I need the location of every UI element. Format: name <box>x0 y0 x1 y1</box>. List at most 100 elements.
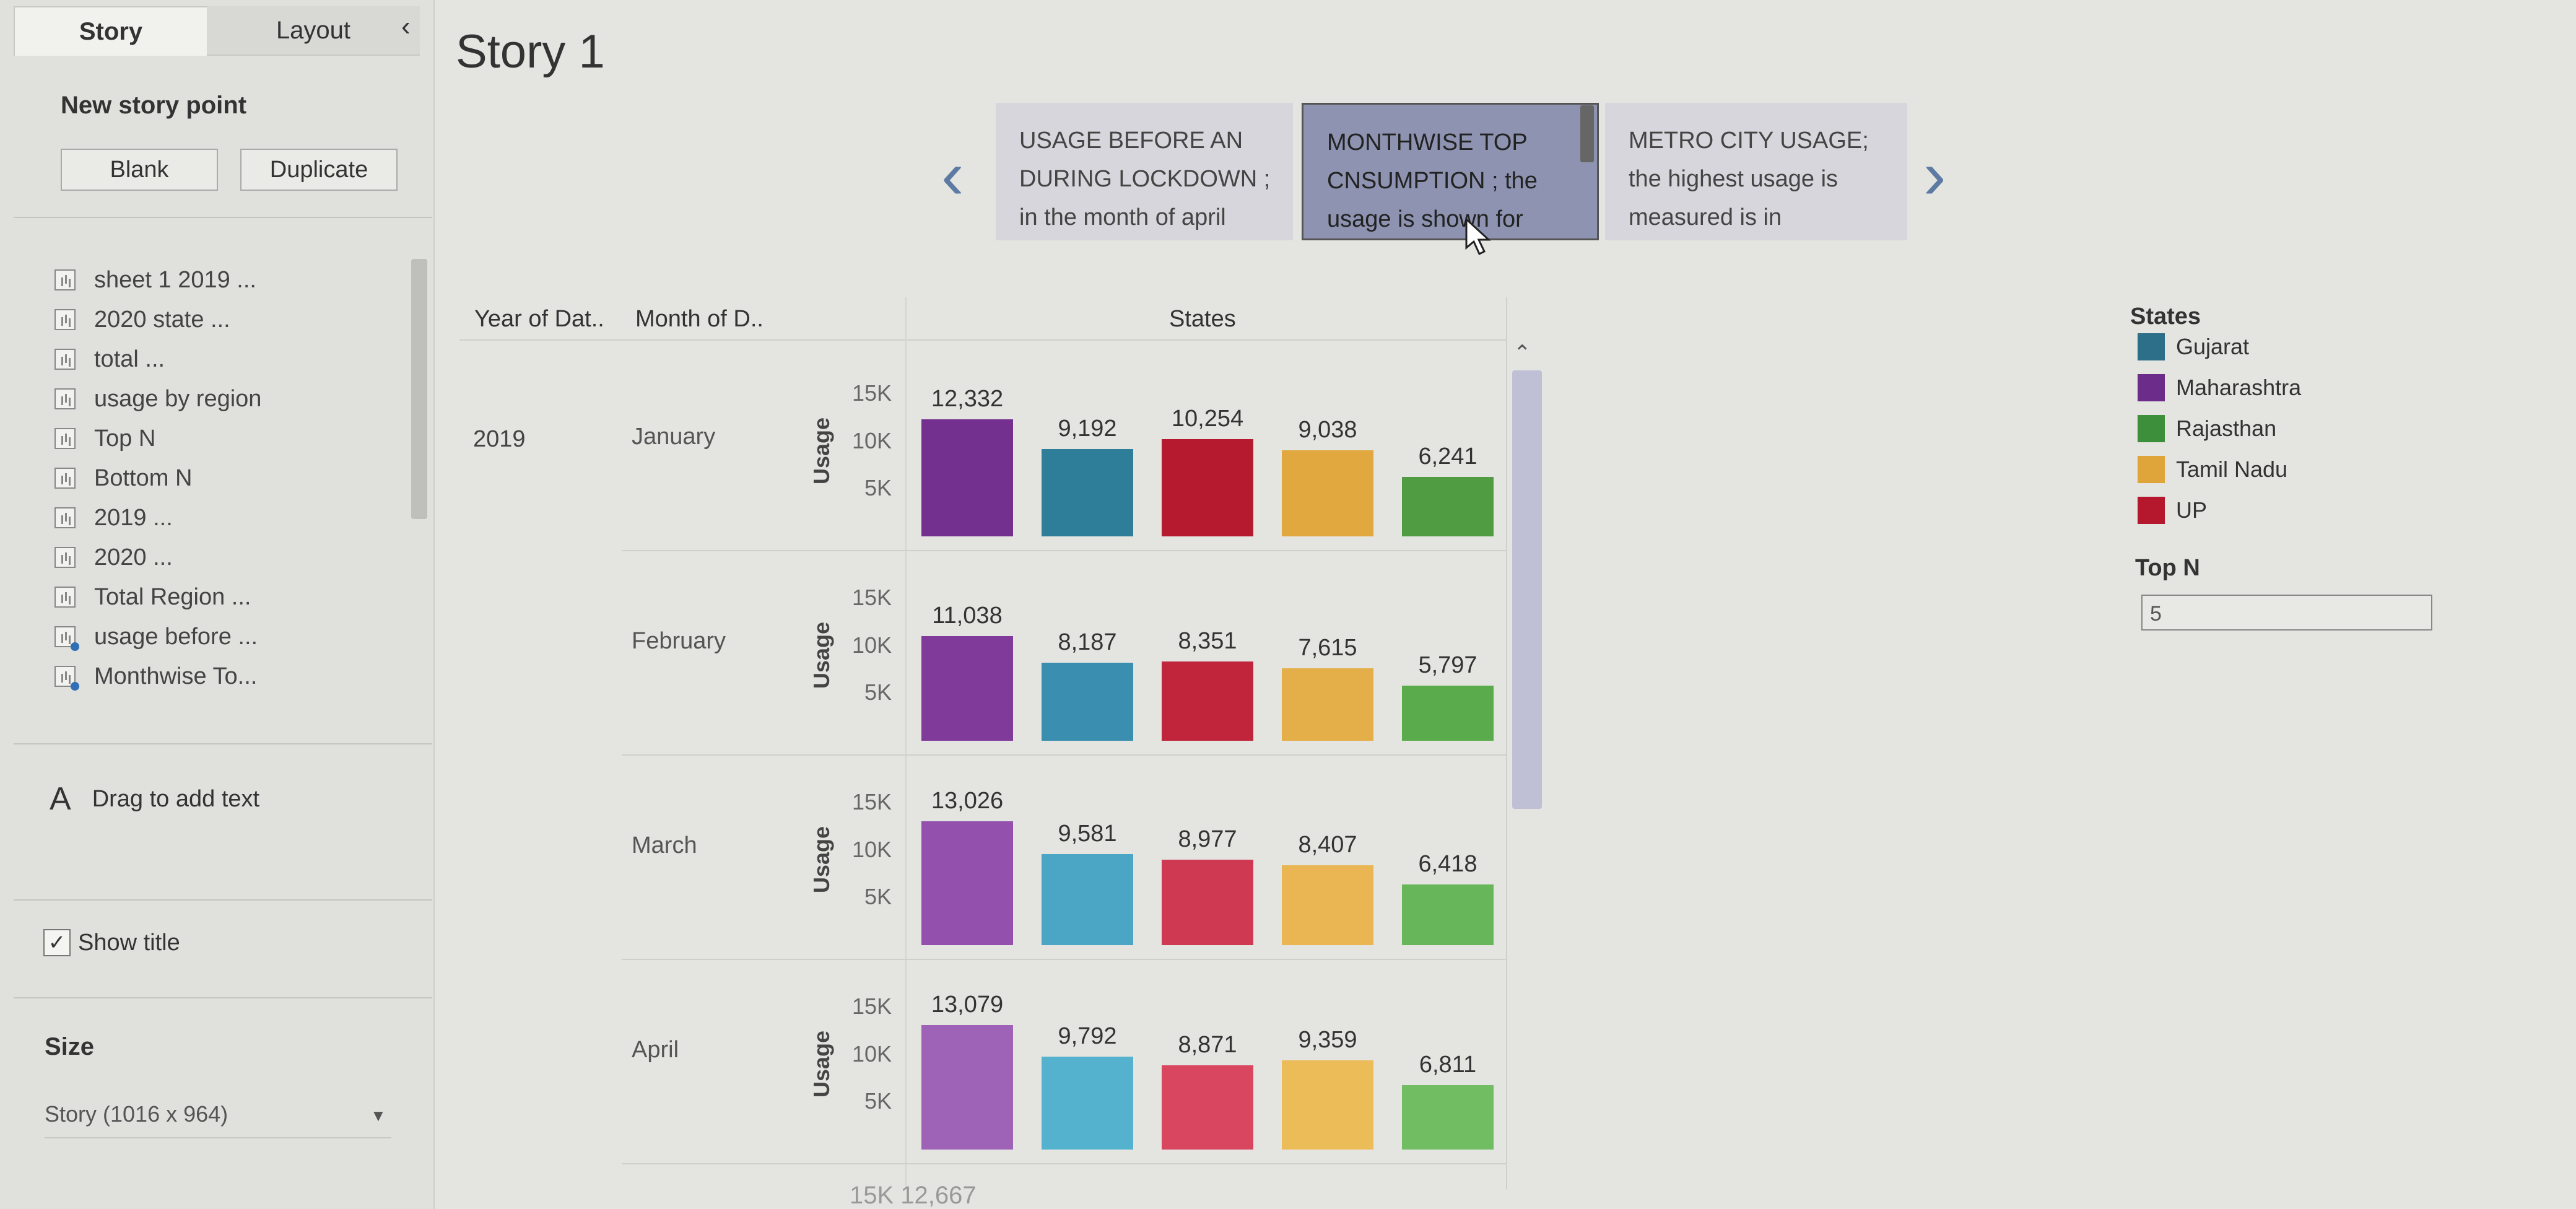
collapse-pane-icon[interactable]: ‹ <box>401 11 411 41</box>
sheet-item[interactable]: 2020 ... <box>54 538 401 577</box>
usage-bar[interactable] <box>1162 1065 1253 1150</box>
y-tick-label: 10K <box>851 632 892 658</box>
header-month[interactable]: Month of D.. <box>635 306 764 332</box>
y-tick-label: 10K <box>851 836 892 862</box>
legend-item[interactable]: Tamil Nadu <box>2138 456 2287 483</box>
y-tick-label: 10K <box>851 427 892 453</box>
legend-label: Rajasthan <box>2176 416 2277 441</box>
header-year[interactable]: Year of Dat.. <box>474 306 604 332</box>
sheet-item[interactable]: usage by region <box>54 379 401 419</box>
tab-layout[interactable]: Layout <box>207 6 420 56</box>
usage-bar[interactable] <box>1162 439 1253 536</box>
sheet-item[interactable]: Monthwise To... <box>54 657 401 696</box>
next-story-point-icon[interactable]: › <box>1923 137 1946 213</box>
top-n-input[interactable]: 5 <box>2141 595 2432 631</box>
sheet-list-scrollbar[interactable] <box>411 259 427 519</box>
bar-value-label: 13,026 <box>931 788 1004 814</box>
y-tick-label: 15K <box>851 993 892 1019</box>
usage-bar[interactable] <box>1042 449 1133 536</box>
story-pane: Story Layout ‹ New story point Blank Dup… <box>0 0 435 1209</box>
usage-bar[interactable] <box>1282 1060 1373 1150</box>
story-point-2-active[interactable]: MONTHWISE TOP CNSUMPTION ; the usage is … <box>1302 103 1599 240</box>
legend-item[interactable]: Rajasthan <box>2138 415 2276 442</box>
legend-swatch <box>2138 374 2165 401</box>
size-label: Size <box>45 1033 95 1060</box>
row-divider <box>622 550 1506 551</box>
y-tick-label: 15K <box>851 380 892 406</box>
in-story-indicator-icon <box>71 642 79 651</box>
month-label: April <box>632 1037 679 1063</box>
drag-to-add-text[interactable]: A Drag to add text <box>50 780 259 818</box>
usage-bar[interactable] <box>1402 477 1494 536</box>
sheet-icon <box>54 507 76 528</box>
sheet-icon <box>54 587 76 608</box>
blank-button[interactable]: Blank <box>61 149 218 191</box>
legend-item[interactable]: Gujarat <box>2138 333 2249 360</box>
story-title: Story 1 <box>456 25 605 78</box>
bar-value-label: 9,581 <box>1058 821 1117 847</box>
legend-item[interactable]: Maharashtra <box>2138 374 2301 401</box>
pane-border <box>1506 297 1507 1189</box>
sheet-item[interactable]: sheet 1 2019 ... <box>54 260 401 300</box>
row-divider <box>622 754 1506 756</box>
bar-value-label: 6,811 <box>1419 1051 1477 1078</box>
bar-value-label: 9,192 <box>1058 416 1117 442</box>
legend-label: UP <box>2176 497 2208 523</box>
checkbox-checked-icon[interactable]: ✓ <box>43 929 71 956</box>
y-tick-label: 5K <box>864 1088 892 1114</box>
bar-value-label: 8,407 <box>1298 832 1357 858</box>
sheet-item[interactable]: Total Region ... <box>54 577 401 617</box>
legend-label: Gujarat <box>2176 334 2250 359</box>
usage-bar[interactable] <box>1042 1056 1133 1150</box>
usage-bar[interactable] <box>1282 865 1373 945</box>
sheet-item[interactable]: usage before ... <box>54 617 401 657</box>
tab-story[interactable]: Story <box>14 6 208 56</box>
size-dropdown[interactable]: Story (1016 x 964) <box>45 1101 228 1127</box>
bar-value-label: 13,079 <box>931 992 1004 1018</box>
y-tick-label: 5K <box>864 679 892 705</box>
previous-story-point-icon[interactable]: ‹ <box>941 137 964 213</box>
usage-bar[interactable] <box>1162 860 1253 945</box>
month-label: March <box>632 832 697 858</box>
usage-bar[interactable] <box>921 635 1013 741</box>
usage-bar[interactable] <box>921 1025 1013 1150</box>
usage-bar[interactable] <box>1402 1085 1494 1150</box>
month-label: January <box>632 424 716 450</box>
usage-bar[interactable] <box>1042 663 1133 741</box>
usage-bar[interactable] <box>1282 668 1373 741</box>
usage-bar[interactable] <box>1042 854 1133 945</box>
scroll-up-icon[interactable]: ⌃ <box>1513 341 1531 365</box>
sheet-label: Bottom N <box>94 465 193 491</box>
sheet-item[interactable]: Bottom N <box>54 458 401 498</box>
usage-bar[interactable] <box>1282 450 1373 536</box>
y-tick-label: 5K <box>864 475 892 501</box>
legend-item[interactable]: UP <box>2138 497 2207 524</box>
usage-bar[interactable] <box>1402 884 1494 945</box>
bar-value-label: 8,187 <box>1058 629 1117 656</box>
usage-bar[interactable] <box>921 821 1013 945</box>
duplicate-button[interactable]: Duplicate <box>240 149 398 191</box>
usage-bar[interactable] <box>1162 661 1253 741</box>
story-point-3[interactable]: METRO CITY USAGE; the highest usage is m… <box>1605 103 1907 240</box>
sheet-item[interactable]: 2019 ... <box>54 498 401 538</box>
sheet-item[interactable]: 2020 state ... <box>54 300 401 339</box>
sheet-item[interactable]: Top N <box>54 419 401 458</box>
y-axis-label: Usage <box>809 826 834 893</box>
header-states[interactable]: States <box>1169 306 1236 332</box>
bar-value-label: 8,977 <box>1178 826 1237 853</box>
usage-bar[interactable] <box>921 419 1013 536</box>
usage-bar[interactable] <box>1402 686 1494 741</box>
story-point-1[interactable]: USAGE BEFORE AN DURING LOCKDOWN ; in the… <box>996 103 1293 240</box>
bar-value-label: 9,792 <box>1058 1023 1117 1049</box>
y-axis-label: Usage <box>809 621 834 689</box>
sheet-icon <box>54 349 76 370</box>
dropdown-arrow-icon[interactable]: ▼ <box>370 1106 386 1125</box>
caption-scrollbar[interactable] <box>1580 105 1594 162</box>
worksheet-scrollbar[interactable] <box>1512 370 1542 809</box>
sheet-item[interactable]: total ... <box>54 339 401 379</box>
y-axis-label: Usage <box>809 1030 834 1098</box>
drag-text-label: Drag to add text <box>92 785 260 812</box>
bar-value-label: 9,359 <box>1298 1027 1357 1054</box>
bar-value-label: 11,038 <box>932 602 1003 629</box>
show-title-toggle[interactable]: ✓ Show title <box>43 929 180 956</box>
